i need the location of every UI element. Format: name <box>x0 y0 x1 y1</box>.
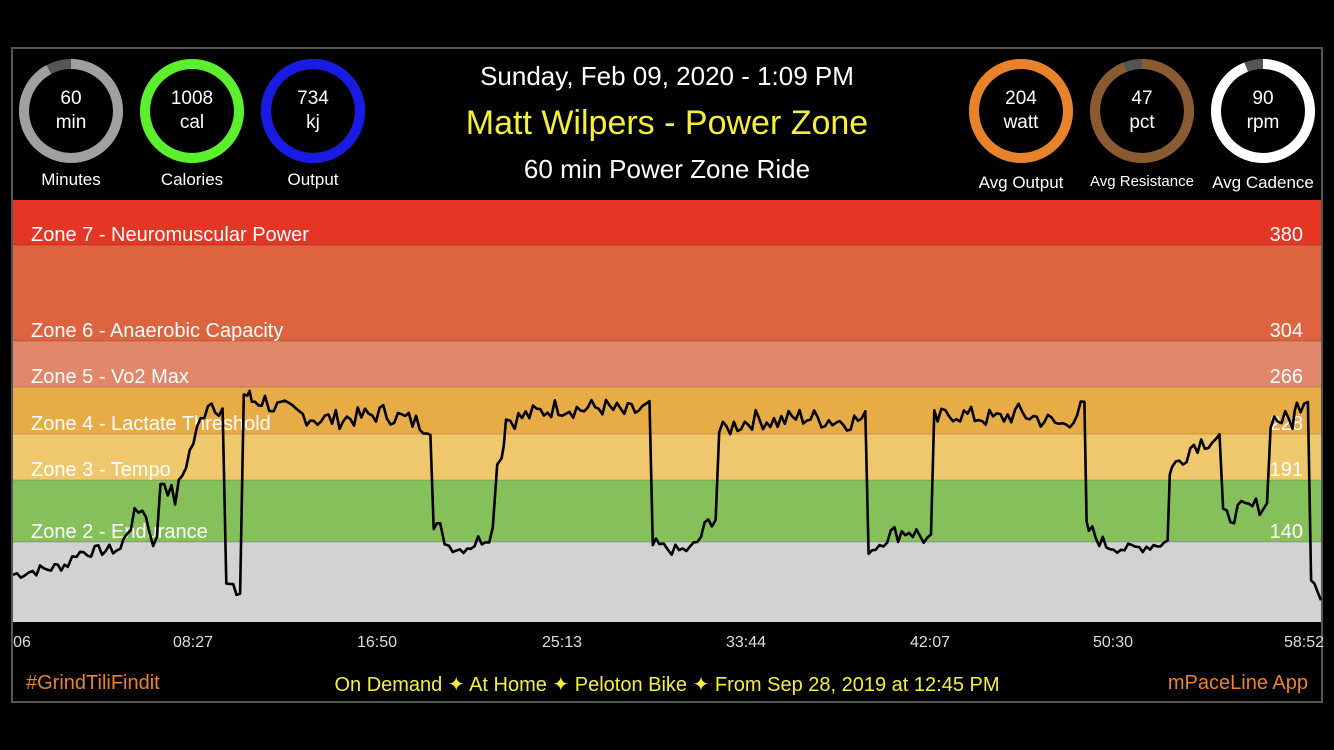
zone-band-3 <box>13 387 1321 434</box>
metric-value-minutes: 60 <box>60 88 82 109</box>
metric-caption-avg-resistance: Avg Resistance <box>1090 173 1194 190</box>
metric-caption-minutes: Minutes <box>41 170 101 189</box>
zone-threshold-5: 140 <box>1270 521 1303 543</box>
x-tick-label: 50:30 <box>1092 634 1134 651</box>
zone-band-5 <box>13 480 1321 542</box>
metric-unit-avg-output: watt <box>1003 112 1039 133</box>
metric-ring-avg-output: 204 watt <box>967 57 1075 165</box>
zone-label-1: Zone 6 - Anaerobic Capacity <box>31 320 283 342</box>
zone-band-1 <box>13 245 1321 341</box>
instructor-title: Matt Wilpers - Power Zone <box>465 104 869 142</box>
app-name: mPaceLine App <box>1167 672 1308 694</box>
ride-details: On Demand ✦ At Home ✦ Peloton Bike ✦ Fro… <box>334 674 1000 696</box>
metric-unit-avg-resistance: pct <box>1129 112 1155 133</box>
x-tick-label: 16:50 <box>356 634 398 651</box>
zone-band-2 <box>13 341 1321 387</box>
metric-value-avg-cadence: 90 <box>1252 88 1274 109</box>
zone-label-0: Zone 7 - Neuromuscular Power <box>31 224 309 246</box>
metric-ring-calories: 1008 cal <box>138 57 246 165</box>
metric-value-avg-resistance: 47 <box>1131 88 1153 109</box>
metric-caption-calories: Calories <box>160 170 224 189</box>
metric-ring-avg-cadence: 90 rpm <box>1209 57 1317 165</box>
zone-band-0 <box>13 200 1321 245</box>
metric-caption-output: Output <box>287 170 339 189</box>
x-tick-label: 06 <box>13 634 31 651</box>
metric-caption-avg-output: Avg Output <box>978 173 1064 192</box>
ride-date: Sunday, Feb 09, 2020 - 1:09 PM <box>480 61 854 91</box>
x-tick-label: 08:27 <box>172 634 214 651</box>
metric-unit-calories: cal <box>179 112 205 133</box>
metric-value-output: 734 <box>297 88 329 109</box>
x-tick-label: 42:07 <box>909 634 951 651</box>
x-tick-label: 58:52 <box>1283 634 1325 651</box>
zone-threshold-0: 380 <box>1270 224 1303 246</box>
metric-unit-minutes: min <box>55 112 87 133</box>
metric-unit-avg-cadence: rpm <box>1246 112 1280 133</box>
class-name: 60 min Power Zone Ride <box>523 154 811 184</box>
metric-ring-output: 734 kj <box>259 57 367 165</box>
zone-threshold-1: 304 <box>1270 320 1303 342</box>
metric-caption-avg-cadence: Avg Cadence <box>1212 173 1314 192</box>
x-tick-label: 25:13 <box>541 634 583 651</box>
zone-label-3: Zone 4 - Lactate Threshold <box>31 413 271 435</box>
metric-unit-output: kj <box>306 112 320 133</box>
zone-threshold-4: 191 <box>1270 459 1303 481</box>
metric-value-avg-output: 204 <box>1005 88 1037 109</box>
metric-value-calories: 1008 <box>170 88 214 109</box>
metric-ring-minutes: 60 min <box>17 57 125 165</box>
x-tick-label: 33:44 <box>725 634 767 651</box>
zone-threshold-2: 266 <box>1270 366 1303 388</box>
metric-ring-avg-resistance: 47 pct <box>1088 57 1196 165</box>
zone-label-2: Zone 5 - Vo2 Max <box>31 366 189 388</box>
hashtag: #GrindTiliFindit <box>26 672 160 694</box>
zone-band-6 <box>13 542 1321 622</box>
zone-band-4 <box>13 434 1321 480</box>
zone-label-4: Zone 3 - Tempo <box>31 459 171 481</box>
zone-label-5: Zone 2 - Endurance <box>31 521 208 543</box>
power-line <box>12 389 1323 601</box>
